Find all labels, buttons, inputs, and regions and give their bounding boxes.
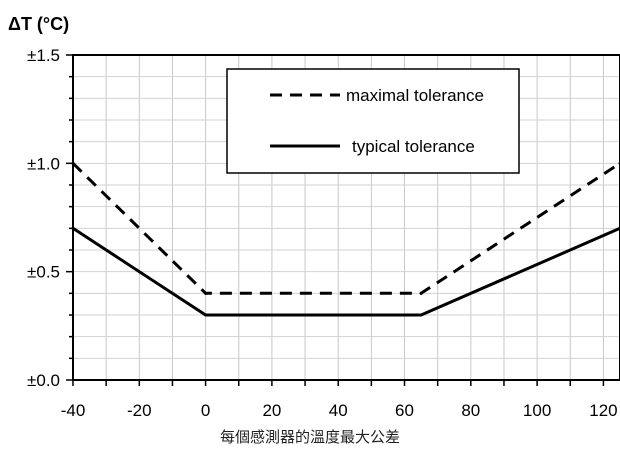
y-tick-labels: ±0.0 ±0.5 ±1.0 ±1.5 [27,46,60,390]
plot-frame [72,54,620,381]
series-point-typical-tolerance [204,313,208,317]
x-tick-label: 20 [262,401,281,420]
x-tick-label: 40 [329,401,348,420]
y-tick-label: ±1.0 [27,154,60,173]
y-tick-label: ±0.0 [27,371,60,390]
x-tick-label: -20 [127,401,152,420]
series-line-typical-tolerance [72,226,620,317]
series-point-maximal-tolerance [419,291,423,295]
x-tick-label: -40 [61,401,86,420]
x-tick-label: 0 [201,401,210,420]
x-tick-label: 80 [461,401,480,420]
series-line-maximal-tolerance [71,162,620,295]
legend-box [226,68,520,174]
tick-marks [66,54,605,386]
y-axis-label: ΔT (°C) [8,14,69,34]
y-tick-label: ±1.5 [27,46,60,65]
x-tick-labels: -40 -20 0 20 40 60 80 100 120 [61,401,618,420]
legend-label-typical-tolerance: typical tolerance [352,137,475,156]
series-point-maximal-tolerance [204,291,208,295]
y-tick-label: ±0.5 [27,263,60,282]
legend-label-maximal-tolerance: maximal tolerance [346,86,484,105]
x-tick-label: 100 [523,401,551,420]
chart-caption: 每個感測器的溫度最大公差 [219,428,400,446]
x-tick-label: 60 [395,401,414,420]
legend: maximal tolerance typical tolerance [226,68,520,174]
x-tick-label: 120 [589,401,617,420]
series-point-typical-tolerance [419,313,423,317]
